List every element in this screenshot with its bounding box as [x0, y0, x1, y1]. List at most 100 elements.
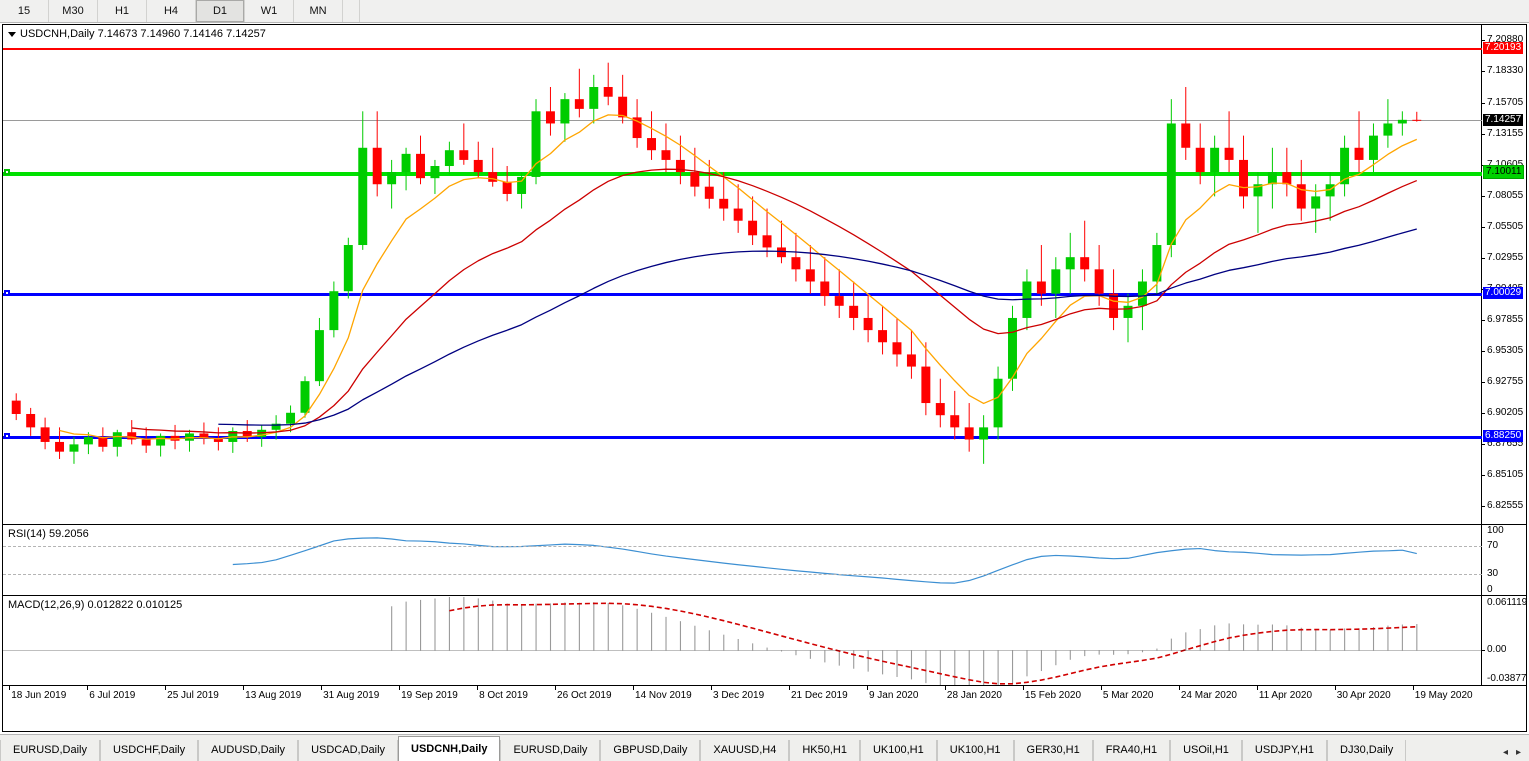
- time-tick-17: [1334, 686, 1336, 690]
- time-label-8: 14 Nov 2019: [635, 690, 692, 701]
- macd-caption: MACD(12,26,9) 0.012822 0.010125: [8, 599, 183, 611]
- price-tick-7-13155: 7.13155: [1482, 128, 1523, 139]
- time-label-0: 18 Jun 2019: [11, 690, 67, 701]
- rsi-line-svg: [232, 537, 1417, 584]
- rsi-caption: RSI(14) 59.2056: [8, 528, 89, 540]
- chart-tab-uk100-h1[interactable]: UK100,H1: [859, 740, 937, 761]
- timeframe-button-15[interactable]: 15: [0, 0, 49, 22]
- timeframe-button-m30[interactable]: M30: [49, 0, 98, 22]
- macd-axis: 0.061119 0.00 -0.03877: [1481, 596, 1526, 685]
- chart-tab-xauusd-h4[interactable]: XAUUSD,H4: [700, 740, 790, 761]
- blue-upper-anchor[interactable]: [4, 290, 10, 297]
- rsi-tick-30: 30: [1487, 568, 1499, 579]
- time-axis[interactable]: 18 Jun 2019 6 Jul 2019 25 Jul 2019 13 Aug 2…: [3, 686, 1526, 729]
- time-label-2: 25 Jul 2019: [167, 690, 219, 701]
- chart-tab-usdcnh-daily[interactable]: USDCNH,Daily: [398, 736, 501, 761]
- chart-tab-audusd-daily[interactable]: AUDUSD,Daily: [198, 740, 299, 761]
- chart-tab-usdjpy-h1[interactable]: USDJPY,H1: [1241, 740, 1328, 761]
- green-line-anchor[interactable]: [4, 168, 10, 175]
- chart-tab-eurusd-daily[interactable]: EURUSD,Daily: [0, 740, 100, 761]
- green-support-line[interactable]: [3, 171, 1482, 176]
- blue-upper-level-tag[interactable]: 7.00029: [1483, 287, 1524, 300]
- timeframe-button-d1[interactable]: D1: [196, 0, 245, 22]
- symbol-quote-text: USDCNH,Daily 7.14673 7.14960 7.14146 7.1…: [20, 28, 266, 40]
- chart-tab-uk100-h1[interactable]: UK100,H1: [936, 740, 1014, 761]
- chart-tab-usdcad-daily[interactable]: USDCAD,Daily: [298, 740, 399, 761]
- time-tick-16: [1256, 686, 1258, 690]
- time-tick-14: [1100, 686, 1102, 690]
- timeframe-button-h4[interactable]: H4: [147, 0, 196, 22]
- tab-nav-next-icon[interactable]: ▸: [1515, 747, 1521, 758]
- timeframe-button-h1[interactable]: H1: [98, 0, 147, 22]
- macd-pane[interactable]: 0.061119 0.00 -0.03877 MACD(12,26,9) 0.012…: [3, 596, 1526, 686]
- blue-level-line-upper[interactable]: [3, 293, 1482, 297]
- time-label-15: 24 Mar 2020: [1180, 690, 1237, 701]
- price-tick-7-08055: 7.08055: [1482, 190, 1523, 201]
- time-label-4: 31 Aug 2019: [323, 690, 380, 701]
- price-tick-7-02955: 7.02955: [1482, 252, 1523, 263]
- chart-tab-eurusd-daily[interactable]: EURUSD,Daily: [500, 740, 601, 761]
- rsi-plot-area[interactable]: [3, 525, 1482, 595]
- blue-lower-level-tag[interactable]: 6.88250: [1483, 430, 1524, 443]
- price-plot-area[interactable]: [3, 25, 1482, 524]
- rsi-pane[interactable]: 100 70 30 0 RSI(14) 59.2056: [3, 525, 1526, 596]
- chart-frame: 7.208807.183307.157057.131557.106057.080…: [2, 24, 1527, 732]
- rsi-level-30: [3, 574, 1482, 575]
- tab-nav-prev-icon[interactable]: ◂: [1502, 747, 1508, 758]
- time-tick-8: [633, 686, 635, 690]
- timeframe-button-w1[interactable]: W1: [245, 0, 294, 22]
- chart-tab-hk50-h1[interactable]: HK50,H1: [789, 740, 860, 761]
- price-axis[interactable]: 7.208807.183307.157057.131557.106057.080…: [1481, 25, 1526, 524]
- rsi-tick-0: 0: [1487, 584, 1493, 595]
- time-tick-7: [555, 686, 557, 690]
- time-label-6: 8 Oct 2019: [479, 690, 528, 701]
- time-tick-4: [321, 686, 323, 690]
- price-tick-7-18330: 7.18330: [1482, 65, 1523, 76]
- chart-tab-usdchf-daily[interactable]: USDCHF,Daily: [99, 740, 199, 761]
- time-tick-12: [944, 686, 946, 690]
- chart-tab-ger30-h1[interactable]: GER30,H1: [1013, 740, 1093, 761]
- time-label-16: 11 Apr 2020: [1258, 690, 1313, 701]
- time-label-9: 3 Dec 2019: [713, 690, 765, 701]
- time-tick-3: [243, 686, 245, 690]
- collapse-triangle-icon[interactable]: [8, 31, 16, 37]
- time-label-10: 21 Dec 2019: [790, 690, 848, 701]
- price-tick-7-05505: 7.05505: [1482, 221, 1523, 232]
- timeframe-toolbar[interactable]: 15 M30 H1 H4 D1 W1 MN: [0, 0, 1529, 23]
- price-candles-svg: [11, 62, 1422, 464]
- ask-price-tag[interactable]: 7.20193: [1483, 42, 1524, 55]
- toolbar-spacer: [343, 0, 360, 22]
- ask-price-line[interactable]: [3, 48, 1482, 51]
- chart-tab-usoil-h1[interactable]: USOil,H1: [1170, 740, 1242, 761]
- price-tick-6-97855: 6.97855: [1482, 314, 1523, 325]
- rsi-axis: 100 70 30 0: [1481, 525, 1526, 595]
- time-label-14: 5 Mar 2020: [1102, 690, 1154, 701]
- macd-tick-0_061119: 0.061119: [1487, 597, 1526, 608]
- blue-lower-anchor[interactable]: [4, 433, 10, 440]
- time-tick-13: [1022, 686, 1024, 690]
- tab-nav-controls[interactable]: ◂ ▸: [1495, 747, 1529, 761]
- chart-tab-gbpusd-daily[interactable]: GBPUSD,Daily: [600, 740, 701, 761]
- blue-level-line-lower[interactable]: [3, 436, 1482, 440]
- timeframe-button-mn[interactable]: MN: [294, 0, 343, 22]
- price-tick-7-15705: 7.15705: [1482, 97, 1523, 108]
- time-tick-6: [477, 686, 479, 690]
- price-pane[interactable]: 7.208807.183307.157057.131557.106057.080…: [3, 25, 1526, 525]
- macd-tick-0_00: 0.00: [1482, 645, 1506, 655]
- price-tick-6-85105: 6.85105: [1482, 469, 1523, 480]
- chart-tab-fra40-h1[interactable]: FRA40,H1: [1092, 740, 1171, 761]
- rsi-tick-100: 100: [1487, 525, 1504, 536]
- macd-tick-_0_03877: -0.03877: [1487, 673, 1526, 684]
- green-level-tag[interactable]: 7.10011: [1483, 164, 1525, 179]
- current-price-tag[interactable]: 7.14257: [1483, 114, 1524, 127]
- time-tick-2: [165, 686, 167, 690]
- time-tick-9: [711, 686, 712, 690]
- chart-tab-dj30-daily[interactable]: DJ30,Daily: [1327, 740, 1407, 761]
- macd-zero-line: [3, 650, 1482, 652]
- macd-plot-area[interactable]: [3, 596, 1482, 685]
- chart-tab-strip[interactable]: EURUSD,Daily USDCHF,Daily AUDUSD,Daily USDC…: [0, 734, 1529, 761]
- price-tick-6-95305: 6.95305: [1482, 345, 1523, 356]
- price-tick-7-20880: 7.20880: [1482, 34, 1523, 45]
- time-label-7: 26 Oct 2019: [557, 690, 612, 701]
